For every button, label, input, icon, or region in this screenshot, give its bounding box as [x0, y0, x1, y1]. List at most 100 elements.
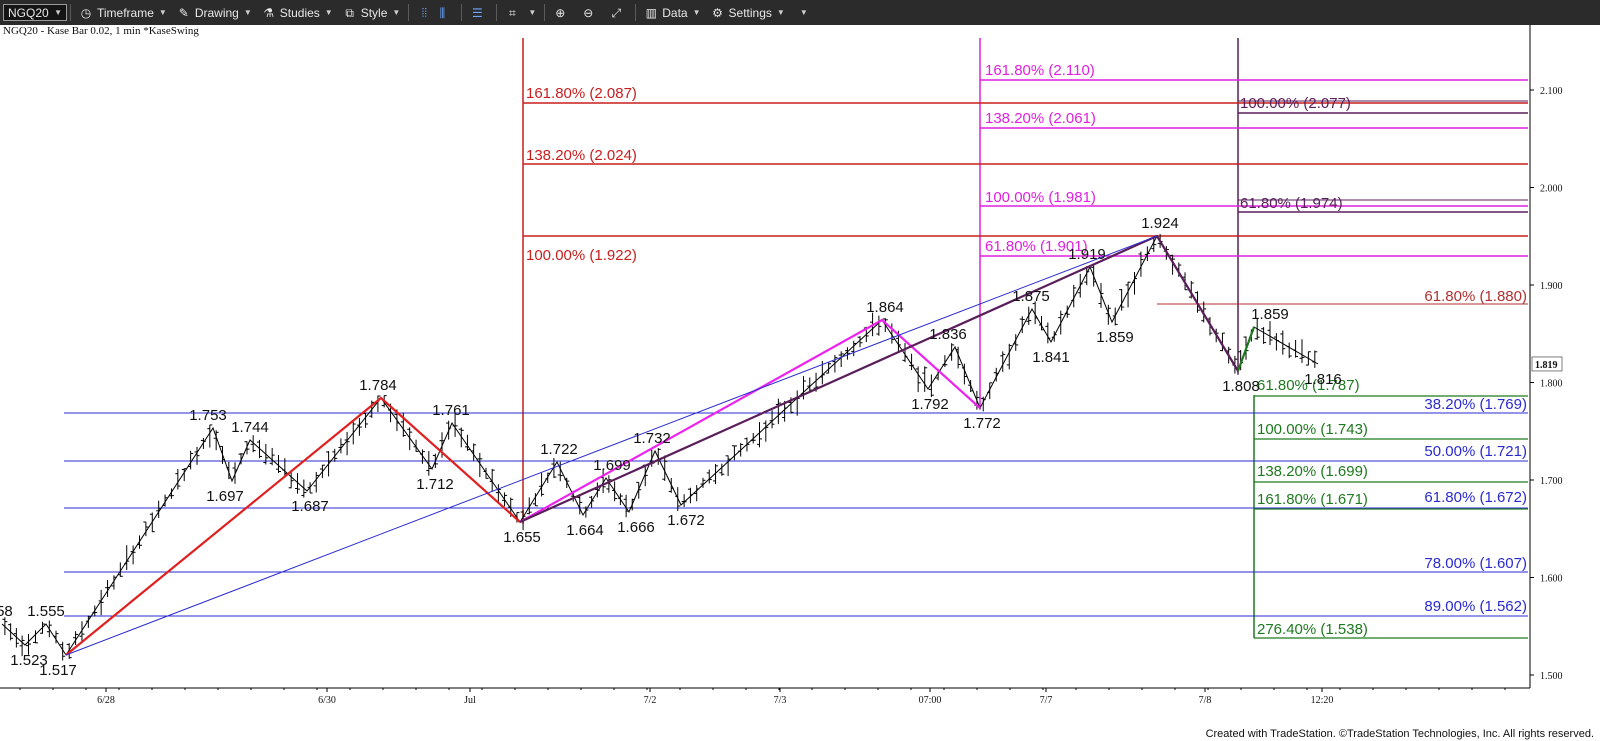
- swing-point-label: 1.859: [1096, 329, 1134, 346]
- wave-leg-red: [65, 396, 521, 656]
- chevron-down-icon: ▼: [243, 8, 252, 17]
- cursor-mode-button[interactable]: ⌗ ▼: [500, 0, 541, 25]
- zoom-out-button[interactable]: ⊖: [576, 0, 604, 25]
- fit-screen-icon: ⤢: [611, 5, 622, 20]
- studies-button[interactable]: ⚗ Studies ▼: [257, 0, 338, 25]
- swing-point-label: 1.558: [0, 603, 13, 620]
- swing-point-label: 1.841: [1032, 349, 1070, 366]
- chevron-down-icon: ▼: [158, 8, 167, 17]
- fib-level-label: 100.00% (1.981): [985, 189, 1096, 206]
- layout-button[interactable]: ☰: [465, 0, 493, 25]
- last-price-label: 1.819: [1535, 360, 1558, 371]
- swing-point-label: 1.808: [1222, 378, 1260, 395]
- clock-icon: ◷: [80, 5, 92, 20]
- toolbar-separator: [496, 4, 498, 21]
- y-tick-label: 1.900: [1540, 281, 1563, 292]
- panes-icon: ☰: [471, 5, 483, 20]
- fib-level-label: 100.00% (1.743): [1257, 421, 1368, 438]
- swing-point-label: 1.732: [633, 430, 671, 447]
- style-button[interactable]: ⧉ Style ▼: [338, 0, 406, 25]
- x-tick-label: 6/30: [318, 695, 336, 706]
- swing-zigzag: [65, 234, 1319, 656]
- swing-point-label: 1.836: [929, 326, 967, 343]
- x-tick-label: 6/28: [97, 695, 115, 706]
- swing-point-label: 1.792: [911, 396, 949, 413]
- swing-point-label: 1.687: [291, 498, 329, 515]
- chevron-down-icon: ▼: [692, 8, 701, 17]
- zoom-out-icon: ⊖: [583, 5, 594, 20]
- fib-level-label: 61.80% (1.974): [1240, 195, 1343, 212]
- swing-point-label: 1.666: [617, 519, 655, 536]
- y-tick-label: 1.700: [1540, 476, 1563, 487]
- studies-label: Studies: [279, 5, 320, 20]
- x-tick-label: 12:20: [1311, 695, 1334, 706]
- fib-level-label: 161.80% (2.110): [985, 62, 1095, 79]
- fib-level-label: 61.80% (1.880): [1424, 288, 1527, 305]
- swing-point-label: 1.517: [39, 662, 77, 679]
- bar-spacing-button[interactable]: ⦙⦙ ⫼: [412, 0, 458, 25]
- chart-title: NGQ20 - Kase Bar 0.02, 1 min *KaseSwing: [3, 25, 199, 37]
- fib-level-label: 100.00% (2.077): [1240, 95, 1351, 112]
- style-label: Style: [360, 5, 388, 20]
- swing-point-label: 1.697: [206, 488, 244, 505]
- chevron-down-icon: ▼: [324, 8, 333, 17]
- x-tick-label: 07:00: [919, 695, 942, 706]
- chevron-down-icon: ▼: [392, 8, 401, 17]
- timeframe-button[interactable]: ◷ Timeframe ▼: [74, 0, 172, 25]
- drawing-button[interactable]: ✎ Drawing ▼: [172, 0, 257, 25]
- swing-point-label: 1.712: [416, 476, 454, 493]
- toolbar-separator: [544, 4, 546, 21]
- swing-point-label: 1.919: [1068, 246, 1106, 263]
- bars-compress-icon: ⦙⦙: [421, 5, 428, 20]
- swing-point-label: 1.924: [1141, 215, 1179, 232]
- swing-point-label: 1.523: [10, 652, 48, 669]
- y-tick-label: 1.800: [1540, 379, 1563, 390]
- swing-point-label: 1.875: [1012, 288, 1050, 305]
- swing-point-label: 1.555: [27, 603, 65, 620]
- symbol-selector[interactable]: NGQ20 ▼: [3, 4, 67, 21]
- fib-level-label: 78.00% (1.607): [1424, 555, 1527, 572]
- swing-zigzag: [1, 623, 67, 656]
- toolbar-separator: [408, 4, 410, 21]
- more-button[interactable]: ▼: [790, 0, 813, 25]
- swing-point-label: 1.864: [866, 299, 904, 316]
- swing-point-label: 1.859: [1251, 306, 1289, 323]
- swing-point-label: 1.664: [566, 522, 604, 539]
- fib-level-label: 100.00% (1.922): [526, 247, 637, 264]
- swing-point-label: 1.744: [231, 419, 269, 436]
- pen-icon: ✎: [178, 5, 189, 20]
- chevron-down-icon: ▼: [776, 8, 785, 17]
- wave-leg-purple: [519, 234, 1239, 524]
- swing-point-label: 1.784: [359, 377, 397, 394]
- swing-point-label: 1.816: [1304, 371, 1342, 388]
- fib-level-label: 89.00% (1.562): [1424, 598, 1527, 615]
- swing-point-label: 1.672: [667, 512, 705, 529]
- settings-button[interactable]: ⚙ Settings ▼: [706, 0, 790, 25]
- y-tick-label: 1.600: [1540, 574, 1563, 585]
- data-button[interactable]: ▥ Data ▼: [639, 0, 705, 25]
- chart-toolbar: NGQ20 ▼ ◷ Timeframe ▼ ✎ Drawing ▼ ⚗ Stud…: [0, 0, 1600, 25]
- style-icon: ⧉: [345, 5, 354, 20]
- y-tick-label: 2.100: [1540, 86, 1563, 97]
- crosshair-icon: ⌗: [508, 5, 516, 20]
- chevron-down-icon: ▼: [799, 8, 808, 17]
- x-tick-label: 7/2: [644, 695, 657, 706]
- settings-label: Settings: [728, 5, 772, 20]
- bar-chart-icon: ▥: [645, 5, 657, 20]
- fib-level-label: 138.20% (2.061): [985, 110, 1096, 127]
- fib-level-label: 61.80% (1.672): [1424, 489, 1527, 506]
- zoom-in-button[interactable]: ⊕: [548, 0, 576, 25]
- copyright-notice: Created with TradeStation. ©TradeStation…: [1205, 728, 1594, 740]
- fib-level-label: 50.00% (1.721): [1424, 443, 1527, 460]
- fit-button[interactable]: ⤢: [604, 0, 632, 25]
- zoom-in-icon: ⊕: [555, 5, 566, 20]
- swing-point-label: 1.699: [593, 457, 631, 474]
- swing-point-label: 1.753: [189, 407, 227, 424]
- last-price-marker: [1531, 356, 1563, 372]
- fib-level-label: 38.20% (1.769): [1424, 396, 1527, 413]
- wave-leg-green: [1236, 326, 1256, 372]
- fib-level-label: 161.80% (1.671): [1257, 491, 1368, 508]
- x-tick-label: Jul: [464, 695, 476, 706]
- x-tick-label: 7/8: [1199, 695, 1212, 706]
